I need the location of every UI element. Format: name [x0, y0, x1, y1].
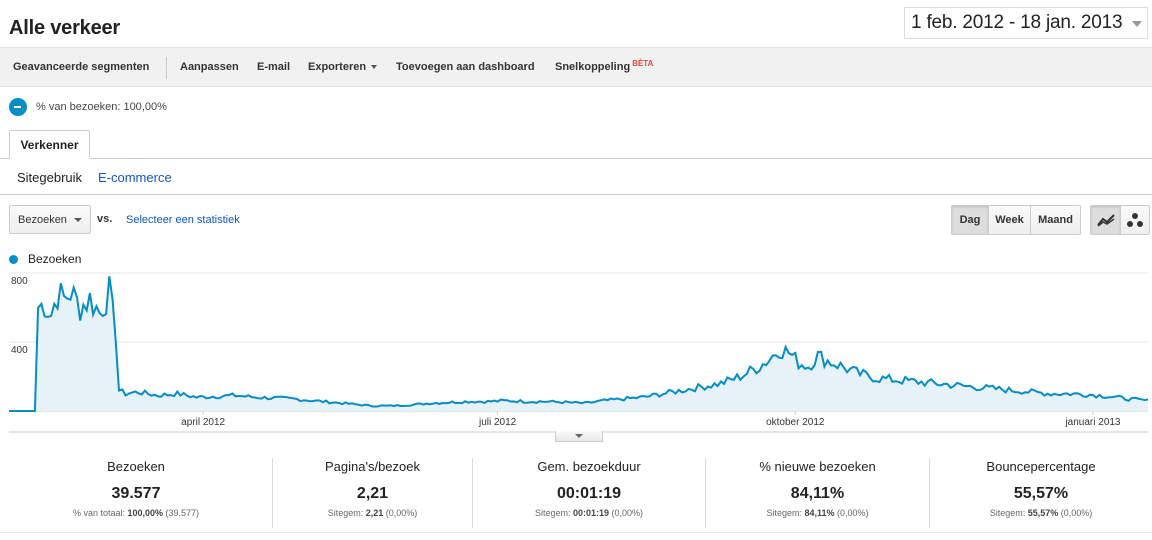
scorecard-value: 2,21 — [356, 485, 389, 502]
visits-area-fill — [9, 276, 1148, 411]
chart-legend: Bezoeken — [9, 252, 81, 266]
subtab-ecommerce[interactable]: E-commerce — [98, 170, 172, 185]
tab-explorer[interactable]: Verkenner — [9, 130, 90, 159]
subtabs-divider — [0, 194, 1152, 195]
legend-series-label: Bezoeken — [28, 252, 82, 266]
scorecard-label: % nieuwe bezoeken — [759, 459, 876, 474]
page-title: Alle verkeer — [9, 17, 121, 39]
toolbar-divider — [166, 57, 167, 79]
metric-select-value: Bezoeken — [18, 213, 67, 226]
beta-badge: BÈTA — [632, 59, 654, 68]
date-range-text: 1 feb. 2012 - 18 jan. 2013 — [911, 12, 1123, 33]
scorecard-value: 00:01:19 — [556, 485, 622, 502]
x-tick-label: juli 2012 — [478, 417, 517, 428]
caret-down-icon — [371, 65, 378, 70]
segment-label: % van bezoeken: 100,00% — [36, 101, 167, 113]
scorecard-value: 39.577 — [111, 485, 161, 502]
scorecard-label: Pagina's/bezoek — [325, 459, 420, 474]
shortcut-button[interactable]: Snelkoppeling BÈTA — [555, 59, 654, 73]
period-toggle: Dag Week Maand — [951, 205, 1081, 235]
scorecard-sub: Sitegem: 84,11% (0,00%) — [766, 508, 869, 518]
scorecard-sub: Sitegem: 55,57% (0,00%) — [989, 508, 1093, 518]
select-metric-link[interactable]: Selecteer een statistiek — [126, 214, 240, 226]
scorecard-bounce-rate[interactable]: Bouncepercentage 55,57% Sitegem: 55,57% … — [929, 458, 1152, 528]
y-tick-label-800: 800 — [11, 276, 28, 287]
subtab-site-usage[interactable]: Sitegebruik — [17, 170, 83, 185]
legend-series-marker — [9, 254, 18, 264]
y-tick-label-400: 400 — [11, 345, 28, 356]
report-toolbar: Geavanceerde segmenten Aanpassen E-mail … — [0, 47, 1152, 87]
tabs-divider — [0, 158, 1152, 159]
x-tick-label: januari 2013 — [1064, 417, 1120, 428]
visits-series-line — [9, 276, 1149, 412]
export-menu-button[interactable]: Exporteren — [308, 61, 378, 73]
scorecard-pages-per-visit[interactable]: Pagina's/bezoek 2,21 Sitegem: 2,21 (0,00… — [272, 458, 472, 528]
chevron-down-icon — [575, 434, 583, 438]
scorecard-value: 84,11% — [790, 485, 845, 502]
period-month-button[interactable]: Maand — [1030, 206, 1080, 234]
scorecard-label: Bezoeken — [107, 459, 165, 474]
x-tick-label: oktober 2012 — [766, 417, 825, 428]
add-to-dashboard-button[interactable]: Toevoegen aan dashboard — [396, 61, 535, 73]
line-chart-button[interactable] — [1091, 206, 1120, 234]
scorecard-visits[interactable]: Bezoeken 39.577 % van totaal: 100,00% (3… — [0, 458, 272, 528]
scorecard-label: Gem. bezoekduur — [537, 459, 641, 474]
segment-indicator[interactable]: % van bezoeken: 100,00% — [9, 97, 167, 117]
advanced-segments-button[interactable]: Geavanceerde segmenten — [13, 61, 150, 73]
export-label: Exporteren — [308, 61, 367, 73]
collapse-chart-handle[interactable] — [555, 431, 603, 442]
title-bar: Alle verkeer 1 feb. 2012 - 18 jan. 2013 — [0, 0, 1152, 48]
date-range-picker[interactable]: 1 feb. 2012 - 18 jan. 2013 — [904, 7, 1148, 39]
bottom-divider — [0, 532, 1152, 533]
x-tick-label: april 2012 — [181, 417, 225, 428]
shortcut-label: Snelkoppeling — [555, 61, 631, 73]
x-axis-ticks: april 2012 juli 2012 oktober 2012 januari 2… — [181, 411, 1121, 428]
pie-chart-icon — [9, 98, 27, 116]
visits-chart: 800 400 april 2012 juli 2012 oktober 2012 j… — [9, 272, 1149, 433]
vs-label: vs. — [97, 213, 113, 225]
line-chart-icon — [1096, 214, 1115, 227]
chart-type-toggle — [1090, 205, 1150, 235]
period-week-button[interactable]: Week — [988, 206, 1030, 234]
scorecard-sub: % van totaal: 100,00% (39.577) — [72, 508, 200, 518]
period-day-button[interactable]: Dag — [952, 206, 988, 234]
caret-down-icon — [74, 218, 82, 222]
scorecard-value: 55,57% — [1013, 485, 1069, 502]
chevron-down-icon — [1132, 21, 1142, 27]
scorecard-avg-duration[interactable]: Gem. bezoekduur 00:01:19 Sitegem: 00:01:… — [472, 458, 705, 528]
scorecard-label: Bouncepercentage — [986, 459, 1096, 474]
email-button[interactable]: E-mail — [257, 61, 291, 73]
scorecard-new-visits[interactable]: % nieuwe bezoeken 84,11% Sitegem: 84,11%… — [705, 458, 929, 528]
bubble-chart-icon — [1127, 213, 1143, 227]
scorecard-sub: Sitegem: 00:01:19 (0,00%) — [534, 508, 644, 518]
metric-select[interactable]: Bezoeken — [9, 205, 91, 234]
scorecard-sub: Sitegem: 2,21 (0,00%) — [327, 508, 418, 518]
scorecards: Bezoeken 39.577 % van totaal: 100,00% (3… — [0, 458, 1152, 528]
customize-button[interactable]: Aanpassen — [180, 61, 239, 73]
motion-chart-button[interactable] — [1120, 206, 1149, 234]
